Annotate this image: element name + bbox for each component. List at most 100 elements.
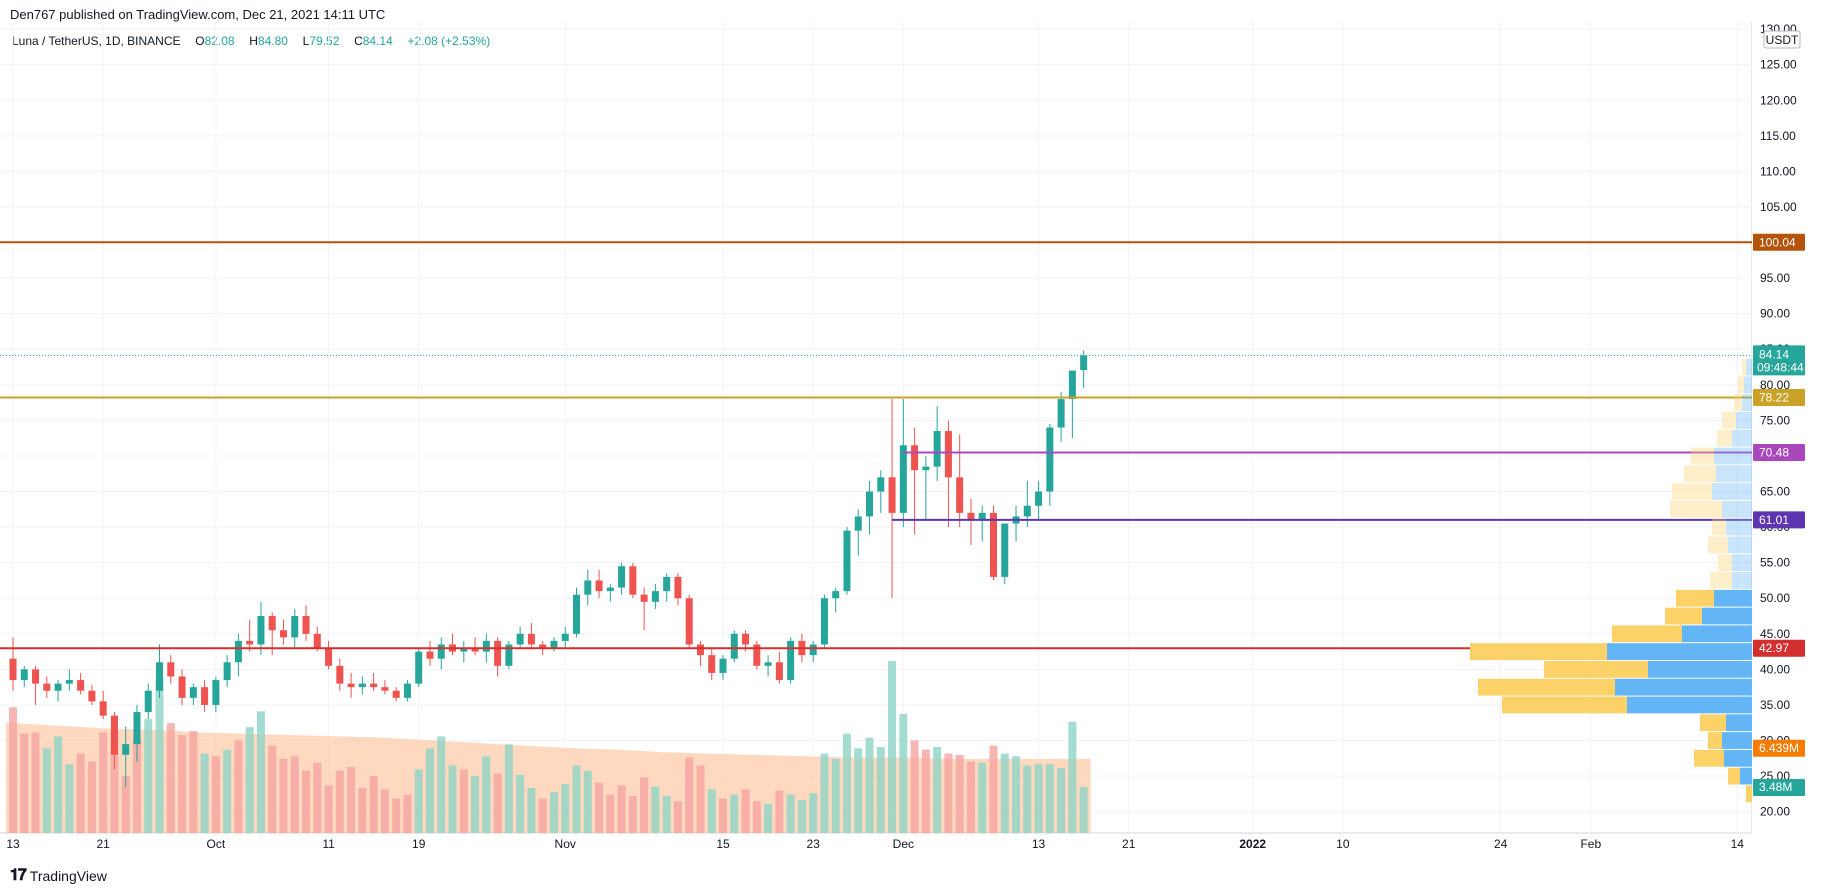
currency-box[interactable]: USDT (1763, 30, 1801, 49)
volume-bar (696, 765, 705, 833)
candle-body (606, 587, 614, 592)
volume-ma-area (6, 723, 1091, 833)
symbol-name: Luna / TetherUS, 1D, BINANCE (12, 34, 181, 48)
vp-down-bar (1746, 785, 1752, 803)
symbol-legend[interactable]: Luna / TetherUS, 1D, BINANCE O82.08 H84.… (12, 34, 490, 48)
volume-bar (797, 799, 806, 833)
volume-bar (1057, 768, 1066, 833)
volume-bar (640, 777, 649, 833)
volume-bar (752, 801, 761, 833)
vp-up-bar (1648, 660, 1752, 678)
y-tick-label: 125.00 (1760, 58, 1797, 72)
tradingview-brand[interactable]: 𝟏𝟕 TradingView (10, 867, 107, 885)
vp-down-bar (1734, 394, 1742, 411)
volume-bar (20, 733, 29, 833)
vp-up-bar (1726, 518, 1752, 536)
volume-bar (978, 762, 987, 833)
volume-bar (482, 756, 491, 833)
volume-bar (888, 660, 897, 833)
close-label: C (354, 34, 363, 48)
volume-bar (211, 756, 220, 833)
level-tag-bg (1753, 511, 1805, 529)
candle-body (989, 512, 997, 577)
x-tick-label: 23 (806, 837, 820, 851)
vp-down-bar (1691, 447, 1714, 465)
volume-bar (403, 794, 412, 833)
volume-bar (166, 723, 175, 833)
time-axis[interactable]: 13 21 Oct 11 19 Nov 15 23 Dec 13 21 2022 10 24 Feb 14 (6, 837, 1744, 851)
volume-bar (302, 770, 311, 833)
price-axis[interactable]: 20.0025.0030.0035.0040.0045.0050.0055.00… (1752, 22, 1825, 833)
candle-body (122, 744, 130, 755)
y-tick-label: 65.00 (1760, 485, 1790, 499)
candle-body (933, 431, 941, 467)
x-tick-label: 21 (96, 837, 110, 851)
candle-body (291, 616, 299, 638)
candle-body (832, 591, 840, 599)
vp-down-bar (1717, 429, 1732, 447)
volume-bar (786, 794, 795, 833)
x-tick-label: 15 (716, 837, 730, 851)
vp-down-bar (1718, 554, 1732, 572)
volume-bar (1034, 764, 1043, 833)
candles (9, 350, 1088, 787)
candle-body (674, 576, 682, 599)
vp-down-bar (1742, 358, 1746, 376)
candle-body (32, 669, 40, 684)
x-tick-label: 24 (1494, 837, 1508, 851)
volume-bar (54, 736, 63, 833)
volume-bar (775, 790, 784, 833)
horizontal-levels[interactable] (0, 241, 1752, 650)
y-tick-label: 115.00 (1760, 129, 1796, 143)
vp-down-bar (1710, 572, 1732, 589)
candle-body (246, 640, 254, 645)
candle-body (133, 712, 141, 745)
volume-bar (764, 803, 773, 833)
volume-bar (572, 765, 581, 833)
open-value: 82.08 (204, 34, 235, 48)
vp-down-bar (1502, 696, 1627, 714)
volume-bar (1023, 765, 1032, 833)
volume-tag-bg (1753, 778, 1805, 796)
candle-body (956, 477, 964, 513)
candle-body (336, 665, 344, 684)
level-tag: 100.04 (1759, 235, 1796, 249)
vp-up-bar (1627, 696, 1752, 714)
volume-bar (392, 798, 401, 833)
volume-bar (87, 761, 96, 833)
level-tag: 61.01 (1759, 513, 1789, 527)
candle-body (392, 690, 400, 698)
volume-bar (110, 750, 119, 833)
candle-body (944, 431, 952, 478)
vp-up-bar (1732, 572, 1752, 589)
volume-bar (437, 736, 446, 833)
candle-body (516, 633, 524, 645)
volume-bar (200, 753, 209, 833)
candle-body (820, 598, 828, 645)
volume-bar (459, 769, 468, 833)
candle-body (967, 512, 975, 520)
candle-body (742, 633, 750, 645)
candle-body (573, 594, 580, 634)
volume-bar (425, 748, 434, 833)
y-tick-label: 105.00 (1760, 200, 1797, 214)
vp-up-bar (1714, 447, 1752, 465)
candle-body (426, 651, 434, 659)
vp-up-bar (1732, 554, 1752, 572)
candle-body (584, 580, 592, 595)
y-tick-label: 120.00 (1760, 93, 1797, 107)
x-tick-label: 21 (1122, 837, 1136, 851)
y-tick-label: 110.00 (1760, 164, 1796, 178)
candle-body (212, 680, 220, 705)
vp-down-bar (1738, 376, 1744, 394)
volume-bar (617, 785, 626, 833)
candle-body (99, 701, 107, 716)
volume-bar (685, 757, 694, 833)
published-by-line: Den767 published on TradingView.com, Dec… (10, 7, 386, 22)
candle-body (843, 530, 851, 592)
y-tick-label: 55.00 (1760, 556, 1790, 570)
vp-down-bar (1712, 518, 1726, 536)
level-tag-bg (1753, 639, 1805, 657)
y-tick-label: 45.00 (1760, 627, 1790, 641)
